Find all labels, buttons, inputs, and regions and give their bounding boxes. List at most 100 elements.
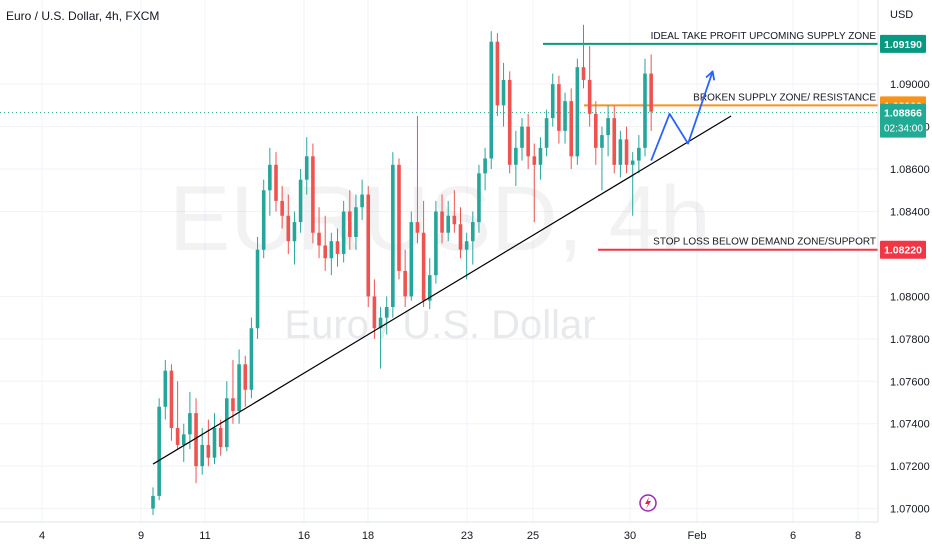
candle-body xyxy=(304,156,309,180)
candle-body xyxy=(397,164,401,271)
candle-body xyxy=(587,79,592,114)
candle-body xyxy=(612,118,617,165)
chart-title: Euro / U.S. Dollar, 4h, FXCM xyxy=(6,9,159,23)
candle-body xyxy=(206,444,211,458)
candle-body xyxy=(446,215,450,233)
candle-body xyxy=(391,164,395,308)
time-tick-label: 18 xyxy=(362,530,374,542)
candle-body xyxy=(507,79,512,165)
price-tick-label: 1.08000 xyxy=(890,291,930,303)
candle-body xyxy=(483,158,487,174)
candle-body xyxy=(427,275,432,301)
candle-body xyxy=(514,147,518,165)
candle-body xyxy=(200,444,204,467)
resistance-label: BROKEN SUPPLY ZONE/ RESISTANCE xyxy=(693,92,876,103)
time-axis[interactable]: 4 9 11 16 18 23 25 30 Feb 6 8 xyxy=(39,530,861,542)
candle-body xyxy=(495,41,500,106)
candle-body xyxy=(581,67,586,80)
currency-label: USD xyxy=(890,9,913,21)
candle-body xyxy=(464,241,469,250)
candle-body xyxy=(360,194,364,208)
candle-body xyxy=(354,207,358,237)
candle-body xyxy=(292,222,297,242)
price-tick-label: 1.07800 xyxy=(890,334,930,346)
projection-path xyxy=(650,71,714,161)
time-tick-label: 30 xyxy=(624,530,636,542)
candle-body xyxy=(624,139,629,165)
candle-body xyxy=(255,249,260,329)
candle-body xyxy=(218,427,223,448)
candle-body xyxy=(249,328,254,390)
candle-body xyxy=(649,73,653,112)
time-tick-label: 6 xyxy=(790,530,796,542)
candle-body xyxy=(384,307,389,318)
candle-body xyxy=(286,215,291,242)
take_profit-price-badge-text: 1.09190 xyxy=(884,39,922,51)
candle-body xyxy=(630,160,635,165)
price-tick-label: 1.08600 xyxy=(890,164,930,176)
candle-body xyxy=(268,164,272,191)
candle-body xyxy=(606,118,610,136)
candle-body xyxy=(231,398,235,412)
time-tick-label: 16 xyxy=(298,530,310,542)
current-price-badge-text: 1.08866 xyxy=(884,108,922,120)
candle-body xyxy=(563,101,567,131)
time-tick-label: 25 xyxy=(527,530,539,542)
stop_loss-price-badge xyxy=(880,240,926,259)
time-tick-label: 4 xyxy=(39,530,45,542)
take_profit-label: IDEAL TAKE PROFIT UPCOMING SUPPLY ZONE xyxy=(651,31,877,42)
candle-body xyxy=(323,245,327,259)
candle-body xyxy=(637,147,641,161)
candle-body xyxy=(237,364,241,412)
candle-body xyxy=(501,79,506,106)
candle-body xyxy=(569,101,573,157)
candle-body xyxy=(458,224,463,250)
price-axis[interactable]: 1.090001.088001.086001.084001.080001.078… xyxy=(890,79,930,515)
candle-body xyxy=(643,73,647,148)
candle-body xyxy=(594,113,598,148)
watermark-name: Euro / U.S. Dollar xyxy=(284,303,595,347)
stop_loss-price-badge-text: 1.08220 xyxy=(884,245,922,257)
candle-body xyxy=(409,222,414,297)
candlestick-series xyxy=(151,24,653,515)
candle-body xyxy=(489,41,494,159)
candle-body xyxy=(212,427,217,458)
candle-body xyxy=(403,270,407,297)
candle-body xyxy=(175,427,180,445)
candle-body xyxy=(181,434,186,445)
watermark-symbol: EURUSD, 4h xyxy=(169,168,711,270)
time-tick-label: 23 xyxy=(461,530,473,542)
stop_loss-label: STOP LOSS BELOW DEMAND ZONE/SUPPORT xyxy=(653,237,876,248)
candle-body xyxy=(452,215,457,225)
candle-body xyxy=(550,84,555,119)
drawings xyxy=(152,70,732,465)
time-tick-label: Feb xyxy=(688,530,707,542)
candle-body xyxy=(317,232,321,246)
price-tick-label: 1.07200 xyxy=(890,461,930,473)
candle-body xyxy=(280,200,284,216)
candle-body xyxy=(557,84,561,131)
candle-body xyxy=(434,211,438,276)
candle-body xyxy=(477,173,481,223)
time-tick-label: 9 xyxy=(138,530,144,542)
candle-body xyxy=(329,241,334,259)
lightning-icon[interactable] xyxy=(639,494,657,512)
candle-body xyxy=(520,126,524,148)
candle-body xyxy=(311,156,315,233)
candle-body xyxy=(440,211,444,233)
candle-body xyxy=(194,413,198,467)
candle-body xyxy=(415,222,420,233)
price-tick-label: 1.09000 xyxy=(890,79,930,91)
take_profit-price-badge xyxy=(880,34,926,53)
time-tick-label: 8 xyxy=(855,530,861,542)
candle-body xyxy=(372,296,377,329)
price-tick-label: 1.07600 xyxy=(890,376,930,388)
time-tick-label: 11 xyxy=(199,530,210,542)
candle-body xyxy=(378,317,383,329)
candle-body xyxy=(538,147,543,165)
candle-body xyxy=(366,194,371,297)
candle-body xyxy=(341,211,346,254)
